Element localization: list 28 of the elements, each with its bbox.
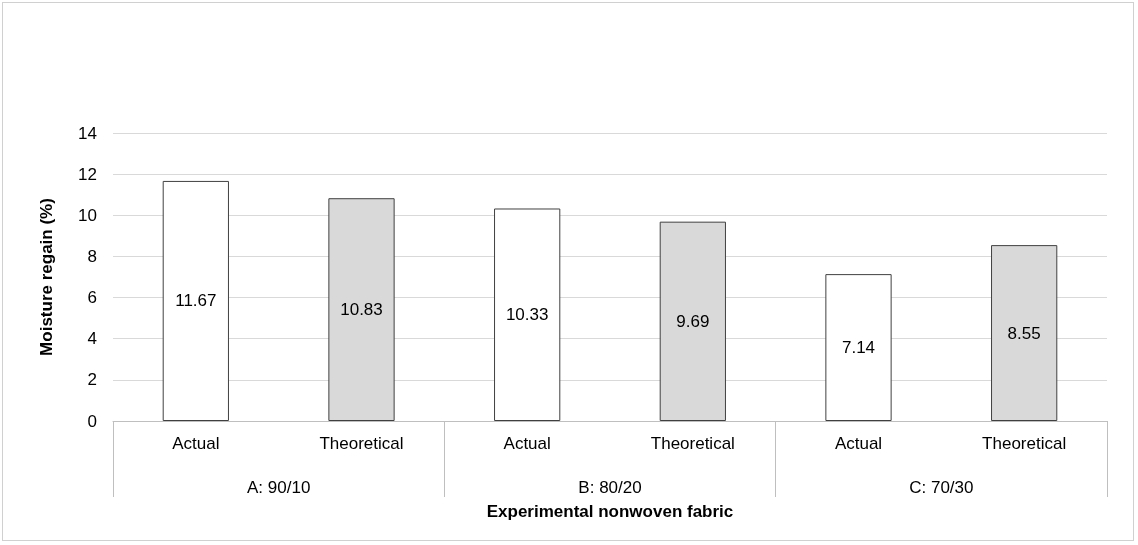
- data-label: 11.67: [175, 291, 217, 311]
- y-tick-label: 10: [78, 205, 97, 225]
- y-tick-label: 4: [87, 329, 97, 349]
- y-tick-label: 12: [78, 164, 97, 184]
- x-tick-label: Theoretical: [650, 434, 735, 453]
- bar: [162, 180, 229, 421]
- x-tick-label: Theoretical: [982, 434, 1067, 453]
- x-tick-label: Actual: [834, 434, 883, 453]
- bar: [825, 274, 892, 421]
- y-tick-label: 8: [87, 246, 97, 266]
- data-label: 8.55: [1007, 323, 1041, 343]
- text: C: 70/30: [909, 477, 974, 497]
- y-tick-label: 0: [87, 411, 97, 431]
- x-tick-label: Actual: [172, 434, 220, 453]
- y-tick-label: 6: [87, 288, 97, 308]
- x-tick-label: Actual: [503, 434, 551, 453]
- data-label: 9.69: [676, 311, 710, 331]
- x-axis-title: Experimental nonwoven fabric: [486, 502, 734, 521]
- y-tick-label: 14: [78, 123, 97, 143]
- text: B: 80/20: [578, 477, 642, 497]
- text: A: 90/10: [247, 477, 311, 497]
- data-label: 7.14: [841, 338, 876, 358]
- y-tick-label: 2: [87, 370, 97, 390]
- y-axis-title: Moisture regain (%): [37, 198, 56, 356]
- data-label: 10.33: [505, 305, 549, 325]
- x-tick-label: Theoretical: [319, 434, 404, 453]
- data-label: 10.83: [340, 300, 383, 320]
- bar: [494, 208, 561, 421]
